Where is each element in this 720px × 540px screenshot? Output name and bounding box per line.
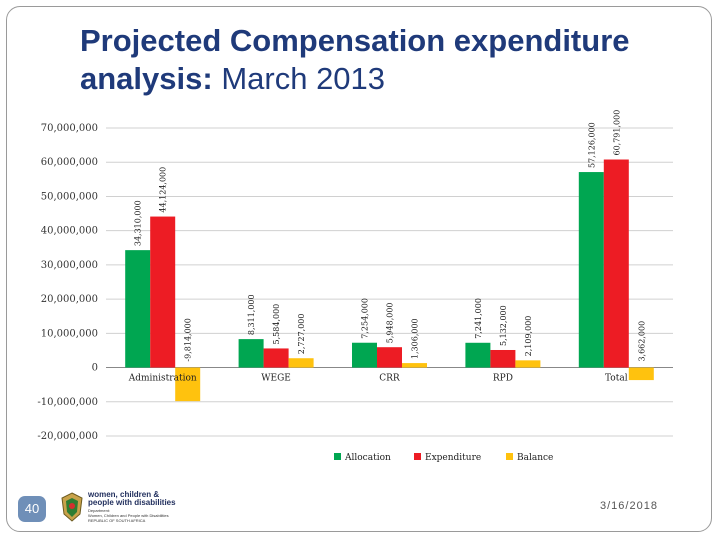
bar-allocation — [125, 250, 151, 368]
legend-label-balance: Balance — [517, 453, 553, 463]
y-tick-label: 30,000,000 — [41, 260, 98, 271]
logo-small-line: REPUBLIC OF SOUTH AFRICA — [88, 518, 146, 523]
title-normal: March 2013 — [221, 61, 386, 96]
category-label: RPD — [493, 374, 513, 384]
data-label: 5,584,000 — [272, 304, 281, 345]
logo-line-1: women, children & — [88, 490, 160, 499]
logo-small-line: Women, Children and People with Disabili… — [88, 513, 169, 518]
bar-expenditure — [490, 349, 516, 368]
bar-allocation — [238, 339, 264, 368]
bar-balance — [402, 363, 427, 368]
data-label: 5,948,000 — [386, 302, 395, 343]
bar-balance — [175, 367, 201, 402]
bar-balance — [628, 367, 654, 381]
department-logo: women, children & people with disabiliti… — [58, 490, 178, 526]
y-tick-label: 60,000,000 — [41, 157, 98, 168]
bar-expenditure — [377, 347, 402, 368]
data-label: -9,814,000 — [184, 318, 193, 361]
y-tick-label: 50,000,000 — [41, 191, 98, 202]
data-label: 7,254,000 — [361, 298, 370, 339]
y-tick-label: 0 — [92, 363, 98, 374]
y-tick-label: -10,000,000 — [37, 397, 98, 408]
title-bold: Projected Compensation expenditure analy… — [80, 23, 630, 96]
y-tick-label: 40,000,000 — [41, 226, 98, 237]
category-label: Total — [605, 374, 628, 384]
data-label: 44,124,000 — [159, 167, 168, 213]
bar-allocation — [578, 172, 604, 368]
bar-balance — [288, 358, 314, 368]
data-label: 2,109,000 — [524, 316, 533, 357]
coat-of-arms-icon — [61, 492, 83, 522]
logo-small-line: Department: — [88, 508, 111, 513]
y-tick-label: 10,000,000 — [41, 328, 98, 339]
y-tick-label: 70,000,000 — [41, 123, 98, 134]
legend-swatch-balance — [506, 453, 513, 460]
data-label: 8,311,000 — [247, 294, 256, 335]
bar-expenditure — [150, 216, 176, 368]
data-label: 1,306,000 — [411, 318, 420, 359]
bar-expenditure — [263, 348, 289, 368]
slide-number: 40 — [18, 496, 46, 522]
bar-balance — [515, 360, 541, 368]
bar-allocation — [352, 342, 377, 368]
data-label: 5,132,000 — [499, 305, 508, 346]
data-label: 3,662,000 — [637, 321, 646, 362]
data-label: 60,791,000 — [612, 110, 621, 156]
legend-label-allocation: Allocation — [344, 453, 391, 463]
legend-swatch-expenditure — [414, 453, 421, 460]
data-label: 2,727,000 — [297, 314, 306, 355]
y-tick-label: 20,000,000 — [41, 294, 98, 305]
category-label: WEGE — [261, 374, 291, 384]
logo-line-2: people with disabilities — [88, 498, 176, 507]
bar-allocation — [465, 342, 491, 368]
slide-date: 3/16/2018 — [600, 500, 658, 512]
legend-swatch-allocation — [334, 453, 341, 460]
logo-small-text: Department: Women, Children and People w… — [88, 508, 169, 523]
bar-expenditure — [603, 159, 629, 368]
y-tick-label: -20,000,000 — [37, 431, 98, 442]
category-label: CRR — [379, 374, 400, 384]
data-label: 7,241,000 — [474, 298, 483, 339]
slide-frame — [6, 6, 712, 532]
slide-title: Projected Compensation expenditure analy… — [80, 22, 700, 98]
category-label: Administration — [128, 374, 197, 384]
data-label: 57,126,000 — [587, 122, 596, 168]
legend-label-expenditure: Expenditure — [425, 453, 481, 463]
data-label: 34,310,000 — [134, 200, 143, 246]
